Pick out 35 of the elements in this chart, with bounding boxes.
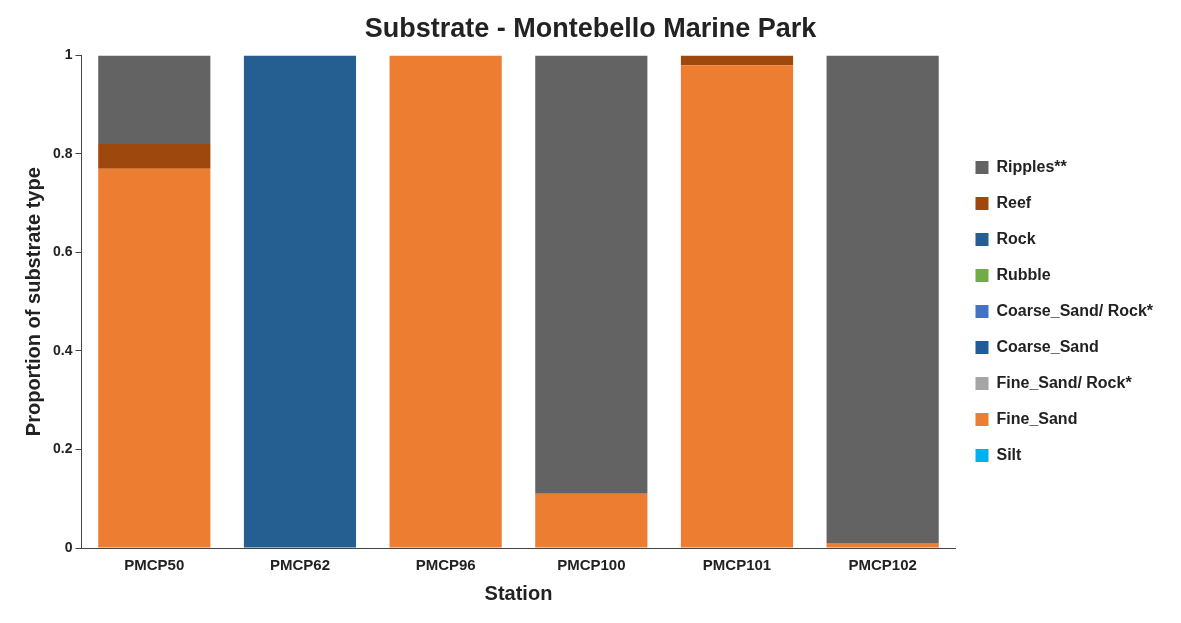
x-tick-label: PMCP62 bbox=[269, 556, 330, 574]
x-tick-label: PMCP50 bbox=[124, 556, 185, 574]
legend-label: Reef bbox=[996, 193, 1032, 211]
y-tick-label: 0.6 bbox=[52, 243, 73, 260]
bar bbox=[826, 543, 939, 548]
bar bbox=[535, 55, 648, 494]
legend-label: Coarse_Sand/ Rock* bbox=[996, 301, 1154, 319]
x-tick-label: PMCP102 bbox=[848, 556, 917, 574]
legend-label: Coarse_Sand bbox=[996, 337, 1099, 355]
bar bbox=[98, 168, 211, 548]
x-tick-label: PMCP100 bbox=[557, 556, 626, 574]
x-axis-title: Station bbox=[484, 581, 553, 604]
bar bbox=[680, 65, 794, 548]
bar bbox=[243, 55, 357, 548]
y-tick-label: 0.2 bbox=[52, 440, 73, 457]
legend-label: Fine_Sand/ Rock* bbox=[996, 373, 1133, 391]
y-axis-title: Proportion of substrate type bbox=[21, 167, 44, 437]
legend-label: Rubble bbox=[996, 265, 1051, 283]
legend-label: Silt bbox=[996, 445, 1023, 463]
bar bbox=[680, 55, 794, 66]
bar bbox=[98, 55, 211, 145]
y-tick-label: 0.4 bbox=[52, 341, 73, 358]
y-tick-label: 1 bbox=[64, 46, 73, 63]
bar bbox=[98, 144, 211, 169]
legend-label: Fine_Sand bbox=[996, 409, 1078, 427]
bar bbox=[826, 55, 939, 544]
y-tick-label: 0.8 bbox=[52, 144, 73, 161]
x-tick-label: PMCP101 bbox=[702, 556, 772, 574]
bar bbox=[535, 493, 648, 548]
chart-title: Substrate - Montebello Marine Park bbox=[364, 12, 818, 43]
bar bbox=[389, 55, 502, 548]
legend-label: Rock bbox=[996, 229, 1036, 247]
x-tick-label: PMCP96 bbox=[415, 556, 476, 574]
y-tick-label: 0 bbox=[64, 538, 73, 555]
legend-label: Ripples** bbox=[996, 157, 1068, 175]
